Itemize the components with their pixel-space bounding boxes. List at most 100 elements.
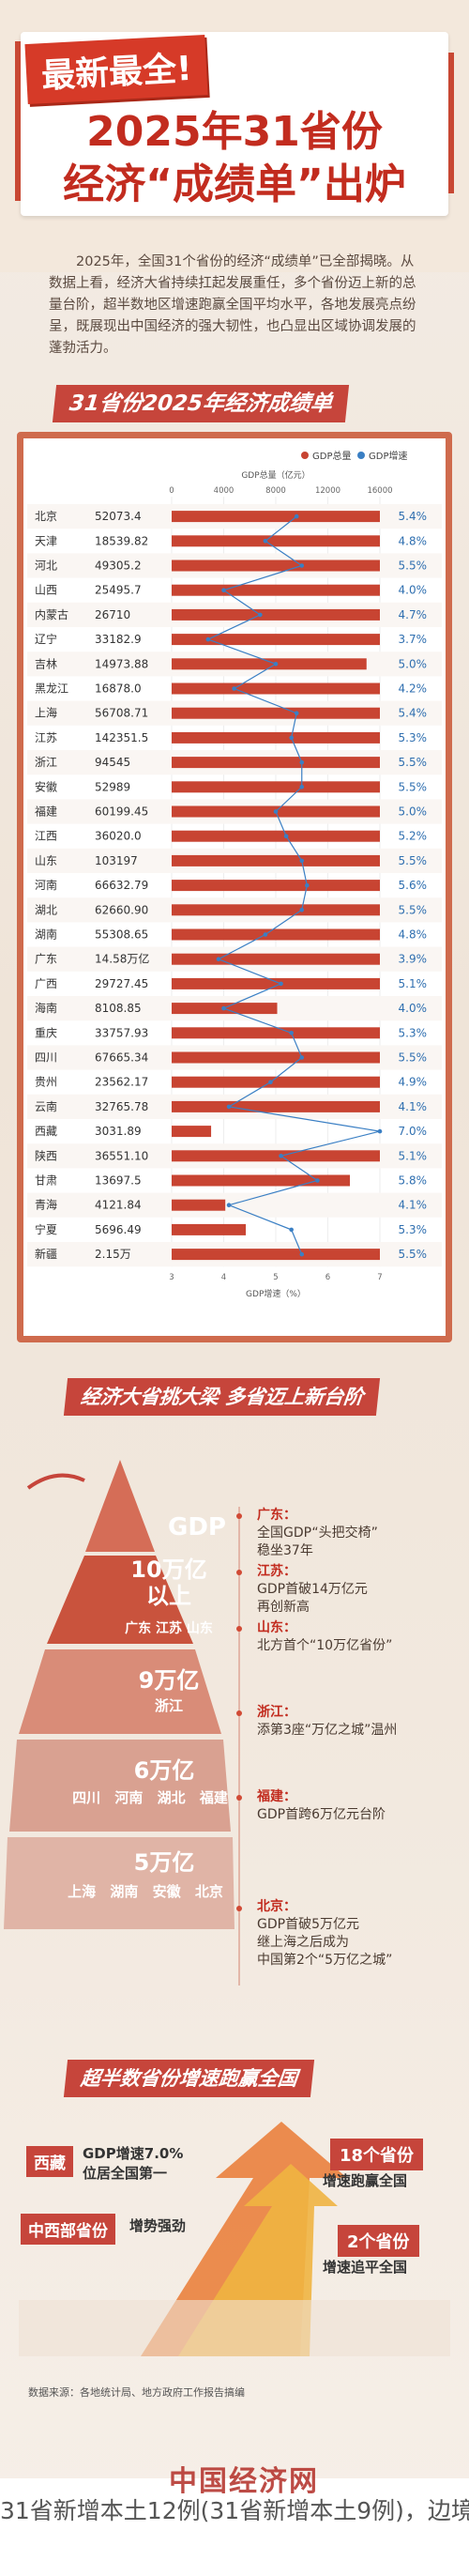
gdp-value-label: 33182.9 [95,633,142,646]
note-head: 浙江： [257,1705,296,1720]
province-name: 湖北 [35,902,57,916]
bottom-axis-tick: 5 [273,1273,278,1282]
growth-value-label: 5.3% [399,1223,428,1236]
footer-area [0,2478,469,2576]
growth-value-label: 5.8% [399,1174,428,1188]
gdp-bar [172,1223,247,1235]
province-name: 四川 [35,1051,57,1065]
note-line: 全国GDP“头把交椅” [257,1526,378,1541]
growth-point [221,588,226,592]
province-name: 重庆 [35,1026,57,1039]
tier-1-level: 10万亿 以上 [130,1556,207,1609]
top-axis-tick: 0 [169,486,174,496]
top-axis-label: GDP总量（亿元） [241,469,310,481]
gdp-bar [172,707,380,719]
tier-1-province: 江苏 [156,1621,182,1636]
tier-3-province: 河南 [114,1789,144,1806]
pyramid-section-title: 经济大省挑大梁 多省迈上新台阶 [63,1378,381,1416]
growth-point [279,981,283,987]
growth-point [258,612,263,618]
pyramid-tier-1 [47,1556,193,1644]
province-name: 福建 [35,805,57,819]
note-line: 再创新高 [257,1600,310,1615]
province-name: 上海 [35,706,57,720]
province-name: 浙江 [35,756,57,769]
gdp-bar [172,731,380,744]
notes-timeline [238,1507,240,1986]
note-head: 福建： [257,1789,296,1804]
bottom-axis-label: GDP增速（%） [246,1288,306,1299]
pyramid-tier-2 [19,1649,221,1734]
gdp-value-label: 14973.88 [95,657,148,670]
growth-point [289,735,294,741]
pyramid-tier-4 [4,1837,234,1929]
bottom-axis-tick: 6 [325,1273,330,1282]
gdp-value-label: 29727.45 [95,977,148,990]
tibet-text: GDP增速7.0% 位居全国第一 [83,2145,184,2182]
top-axis-tick: 12000 [315,486,340,496]
row-stripe [27,1192,442,1218]
gdp-value-label: 32765.78 [95,1100,148,1113]
bottom-axis-tick: 7 [377,1273,382,1282]
gdp-bar [172,854,380,866]
growth-value-label: 4.8% [399,534,428,547]
growth-value-label: 4.1% [399,1100,428,1113]
news-ticker[interactable]: 31省新增本土12例(31省新增本土9例)，边境疫情引关注 61070 [0,2497,469,2524]
tier-1-province: 广东 [125,1621,152,1636]
note-line: GDP首破5万亿元 [257,1917,359,1932]
pyramid-top [85,1460,155,1552]
gdp-value-label: 66632.79 [95,879,148,892]
note-jiangsu: 江苏： GDP首破14万亿元 再创新高 [257,1563,368,1617]
gdp-bar [172,1199,226,1211]
gdp-value-label: 8108.85 [95,1002,142,1015]
pyramid-tier-3 [9,1740,231,1832]
growth-value-label: 5.4% [399,510,428,523]
chart-frame: GDP总量 GDP增速 GDP总量（亿元） 0 4000 8000 12000 16000 3 4… [17,432,452,1342]
gdp-bar [172,880,380,892]
growth-point [273,809,279,814]
tier-3-provinces: 四川 河南 湖北 福建 [42,1787,258,1807]
growth-point [226,1203,232,1207]
tier-4-province: 湖南 [110,1883,139,1900]
central-west-text: 增势强劲 [129,2217,187,2234]
note-marker [236,1906,242,1911]
note-head: 山东： [257,1620,296,1635]
growth-value-label: 5.5% [399,1051,428,1065]
gdp-bar [172,634,380,646]
growth-point [299,1055,305,1060]
tier-3-level: 6万亿 [133,1757,195,1784]
equal-national-tag: 2个省份 [338,2225,419,2257]
province-name: 吉林 [35,657,57,670]
growth-point [279,1154,283,1158]
gdp-bar [172,584,380,596]
gdp-value-label: 36020.0 [95,830,142,843]
growth-value-label: 7.0% [399,1125,428,1138]
tier-4-provinces: 上海 湖南 安徽 北京 [33,1881,258,1901]
note-marker [236,1513,242,1519]
growth-point [289,1227,294,1233]
growth-point [289,1031,294,1035]
growth-arrow-graphic [19,2122,450,2356]
growth-value-label: 5.5% [399,756,428,769]
tier-4-level: 5万亿 [133,1849,195,1876]
legend-swatch [357,452,365,459]
chart-section-title: 31省份2025年经济成绩单 [52,385,350,422]
growth-point [299,858,305,864]
province-name: 广西 [35,977,57,990]
growth-value-label: 4.0% [399,584,428,597]
tier-2-level: 9万亿 [138,1667,200,1694]
gdp-value-label: 23562.17 [95,1076,148,1089]
growth-value-label: 5.5% [399,903,428,916]
growth-value-label: 3.7% [399,633,428,646]
note-fujian: 福建： GDP首跨6万亿元台阶 [257,1788,386,1824]
growth-point [299,785,305,790]
growth-value-label: 5.1% [399,1149,428,1162]
central-west-tag: 中西部省份 [21,2214,115,2245]
growth-point [273,662,279,667]
growth-value-label: 3.9% [399,953,428,966]
growth-value-label: 5.5% [399,560,428,573]
growth-value-label: 5.2% [399,830,428,843]
gdp-value-label: 142351.5 [95,731,148,744]
growth-point [299,908,305,912]
